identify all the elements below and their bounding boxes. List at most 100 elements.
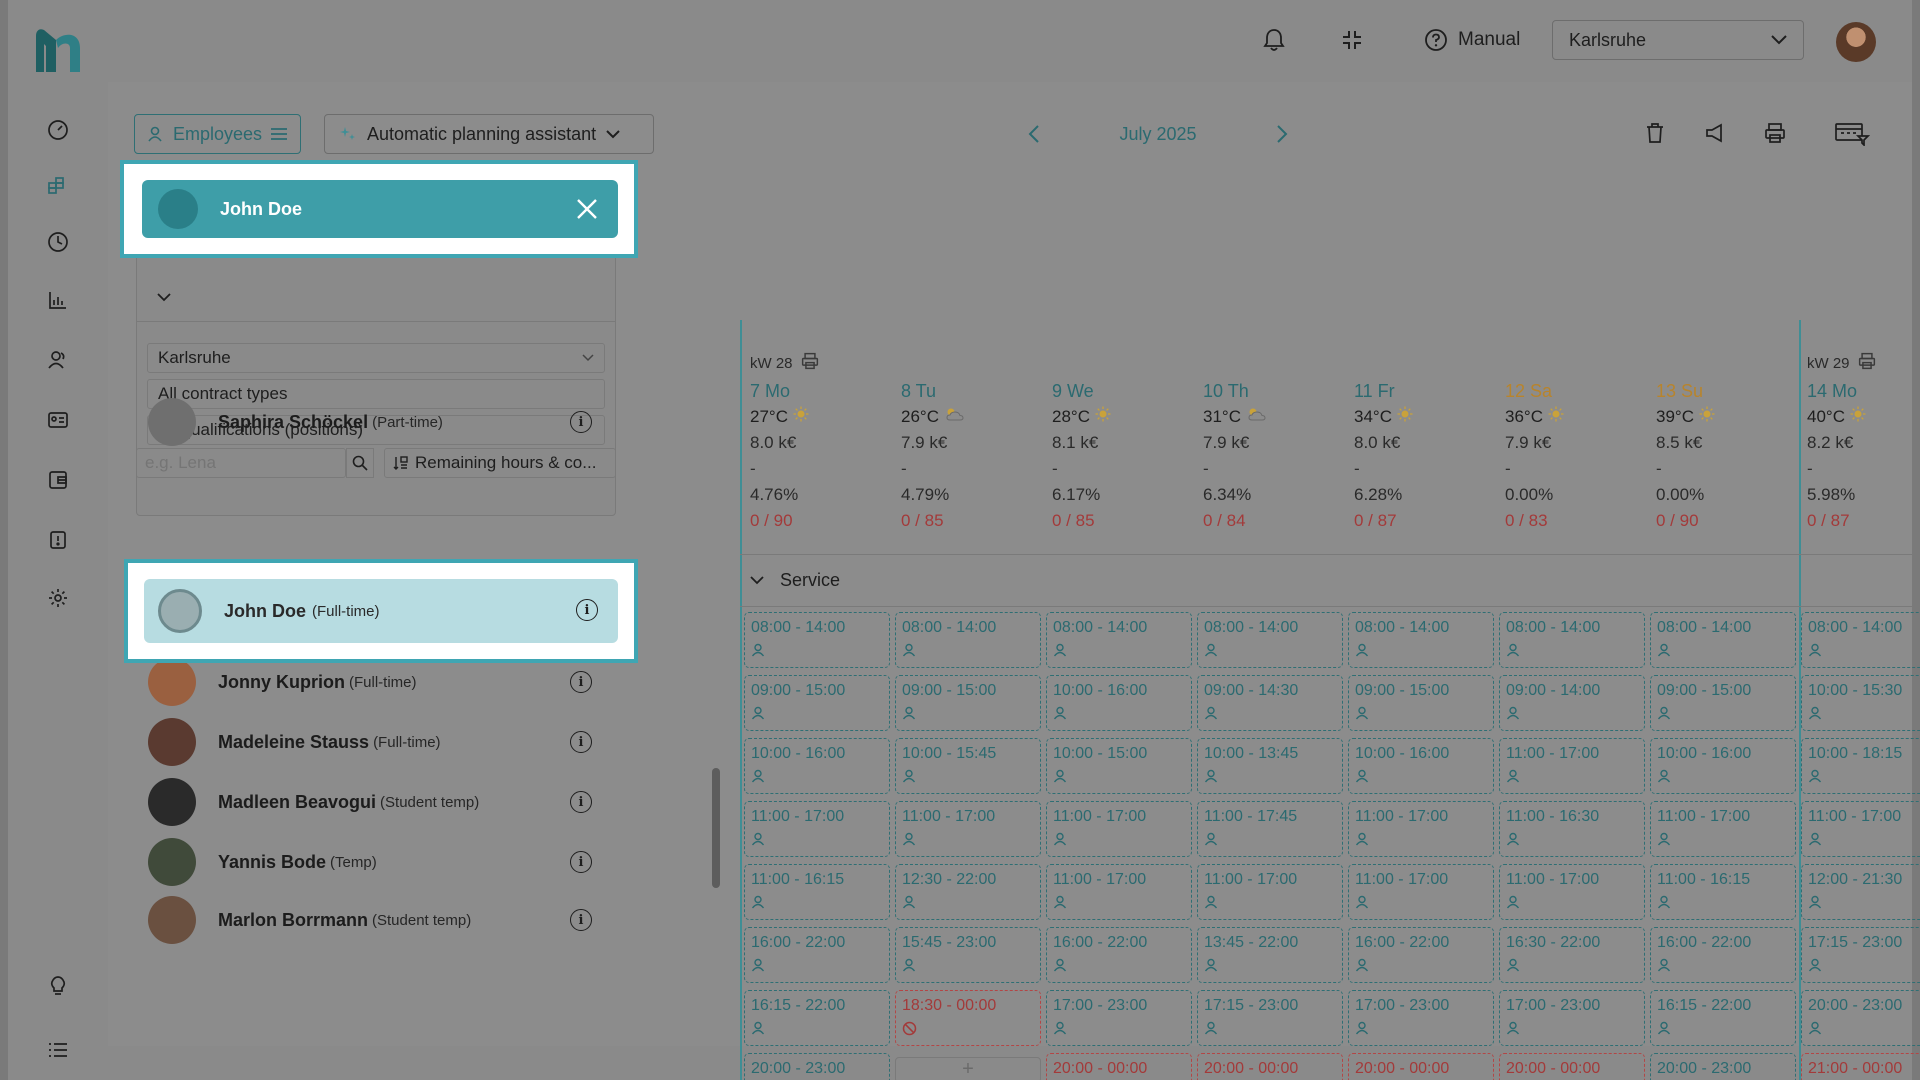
shift-slot[interactable]: 11:00 - 17:45 [1197, 801, 1343, 857]
day-name[interactable]: 12 Sa [1505, 378, 1655, 404]
shift-slot[interactable]: 10:00 - 15:00 [1046, 738, 1192, 794]
info-icon[interactable]: i [570, 731, 592, 753]
qualification-filter[interactable]: All qualifications (positions) [147, 415, 605, 445]
blocked-shift-slot[interactable]: 20:00 - 00:00 [1499, 1053, 1645, 1080]
search-icon[interactable] [346, 448, 374, 478]
shift-slot[interactable]: 16:15 - 22:00 [1650, 990, 1796, 1046]
shift-slot[interactable]: 09:00 - 14:00 [1499, 675, 1645, 731]
employee-row[interactable]: Jonny Kuprion (Full-time) i [148, 652, 618, 712]
employee-row-john-doe[interactable]: John Doe (Full-time) i [144, 579, 618, 643]
menu-list-icon[interactable] [46, 1038, 70, 1062]
employee-list-scrollbar[interactable] [712, 768, 720, 888]
shift-slot[interactable]: 16:15 - 22:00 [744, 990, 890, 1046]
location-select[interactable]: Karlsruhe [1552, 20, 1804, 60]
shift-slot[interactable]: 11:00 - 16:30 [1499, 801, 1645, 857]
shift-slot[interactable]: 16:00 - 22:00 [1046, 927, 1192, 983]
alert-clipboard-icon[interactable] [46, 528, 70, 552]
print-icon[interactable] [1858, 352, 1876, 374]
shift-slot[interactable]: 17:15 - 23:00 [1801, 927, 1920, 983]
selected-employee-chip[interactable]: John Doe [142, 180, 618, 238]
shift-slot[interactable]: 10:00 - 13:45 [1197, 738, 1343, 794]
print-icon[interactable] [801, 352, 819, 374]
location-filter[interactable]: Karlsruhe [147, 343, 605, 373]
shift-slot[interactable]: 11:00 - 17:00 [1046, 864, 1192, 920]
shift-slot[interactable]: 16:00 - 22:00 [744, 927, 890, 983]
sort-dropdown[interactable]: Remaining hours & co... [384, 448, 616, 478]
employee-row[interactable]: Marlon Borrmann (Student temp) i [148, 890, 618, 950]
blocked-shift-slot[interactable]: 20:00 - 00:00 [1046, 1053, 1192, 1080]
employee-row[interactable]: Saphira Schöckel (Part-time) i [148, 392, 618, 452]
close-icon[interactable] [576, 198, 598, 220]
blocked-shift-slot[interactable]: 18:30 - 00:00 [895, 990, 1041, 1046]
shift-slot[interactable]: 11:00 - 16:15 [1650, 864, 1796, 920]
wallet-icon[interactable] [46, 468, 70, 492]
reports-chart-icon[interactable] [46, 288, 70, 312]
shift-slot[interactable]: 11:00 - 17:00 [1046, 801, 1192, 857]
shift-slot[interactable]: 09:00 - 15:00 [895, 675, 1041, 731]
shift-slot[interactable]: 08:00 - 14:00 [1046, 612, 1192, 668]
info-icon[interactable]: i [576, 599, 598, 621]
employee-row[interactable]: Madeleine Stauss (Full-time) i [148, 712, 618, 772]
shift-slot[interactable]: 20:00 - 23:00 [1801, 990, 1920, 1046]
megaphone-icon[interactable] [1702, 120, 1728, 146]
shift-slot[interactable]: 11:00 - 17:00 [1348, 864, 1494, 920]
shift-slot[interactable]: 11:00 - 17:00 [1801, 801, 1920, 857]
manual-link[interactable]: Manual [1424, 24, 1520, 56]
shift-slot[interactable]: 20:00 - 23:00 [1650, 1053, 1796, 1080]
shift-slot[interactable]: 09:00 - 14:30 [1197, 675, 1343, 731]
shift-slot[interactable]: 16:00 - 22:00 [1348, 927, 1494, 983]
employees-toggle-button[interactable]: Employees [134, 114, 302, 154]
section-header-service[interactable]: Service [750, 570, 840, 591]
shift-slot[interactable]: 08:00 - 14:00 [1348, 612, 1494, 668]
shift-slot[interactable]: 11:00 - 17:00 [1348, 801, 1494, 857]
contract-type-filter[interactable]: All contract types [147, 379, 605, 409]
day-name[interactable]: 14 Mo [1807, 378, 1920, 404]
shift-slot[interactable]: 17:15 - 23:00 [1197, 990, 1343, 1046]
add-shift-button[interactable]: + [895, 1057, 1041, 1080]
shift-slot[interactable]: 09:00 - 15:00 [1650, 675, 1796, 731]
shift-slot[interactable]: 15:45 - 23:00 [895, 927, 1041, 983]
shift-slot[interactable]: 11:00 - 17:00 [895, 801, 1041, 857]
id-card-icon[interactable] [46, 408, 70, 432]
day-name[interactable]: 13 Su [1656, 378, 1806, 404]
shift-slot[interactable]: 11:00 - 17:00 [744, 801, 890, 857]
app-logo[interactable] [30, 22, 86, 78]
shift-slot[interactable]: 08:00 - 14:00 [1197, 612, 1343, 668]
shift-slot[interactable]: 08:00 - 14:00 [1801, 612, 1920, 668]
day-name[interactable]: 8 Tu [901, 378, 1051, 404]
chevron-left-icon[interactable] [1028, 125, 1040, 143]
shift-slot[interactable]: 10:00 - 16:00 [1650, 738, 1796, 794]
notification-bell-icon[interactable] [1260, 26, 1288, 54]
blocked-shift-slot[interactable]: 21:00 - 00:00 [1801, 1053, 1920, 1080]
shift-slot[interactable]: 11:00 - 17:00 [1650, 801, 1796, 857]
shift-slot[interactable]: 09:00 - 15:00 [1348, 675, 1494, 731]
day-name[interactable]: 10 Th [1203, 378, 1353, 404]
calendar-filter-icon[interactable] [1834, 120, 1870, 146]
blocked-shift-slot[interactable]: 20:00 - 00:00 [1197, 1053, 1343, 1080]
info-icon[interactable]: i [570, 791, 592, 813]
day-name[interactable]: 11 Fr [1354, 378, 1504, 404]
fullscreen-icon[interactable] [1338, 26, 1366, 54]
shift-slot[interactable]: 17:00 - 23:00 [1046, 990, 1192, 1046]
clock-icon[interactable] [46, 230, 70, 254]
shift-slot[interactable]: 08:00 - 14:00 [1650, 612, 1796, 668]
planning-assistant-dropdown[interactable]: Automatic planning assistant [324, 114, 654, 154]
shift-slot[interactable]: 10:00 - 16:00 [744, 738, 890, 794]
shift-slot[interactable]: 16:30 - 22:00 [1499, 927, 1645, 983]
employee-row[interactable]: Yannis Bode (Temp) i [148, 832, 618, 892]
info-icon[interactable]: i [570, 671, 592, 693]
day-name[interactable]: 7 Mo [750, 378, 900, 404]
shift-slot[interactable]: 13:45 - 22:00 [1197, 927, 1343, 983]
shift-slot[interactable]: 16:00 - 22:00 [1650, 927, 1796, 983]
shift-slot[interactable]: 10:00 - 16:00 [1046, 675, 1192, 731]
shift-slot[interactable]: 08:00 - 14:00 [1499, 612, 1645, 668]
shift-slot[interactable]: 17:00 - 23:00 [1499, 990, 1645, 1046]
current-month[interactable]: July 2025 [1119, 123, 1197, 144]
users-icon[interactable] [46, 348, 70, 372]
shift-slot[interactable]: 17:00 - 23:00 [1348, 990, 1494, 1046]
chevron-down-icon[interactable] [157, 293, 171, 302]
shift-slot[interactable]: 12:00 - 21:30 [1801, 864, 1920, 920]
chevron-right-icon[interactable] [1276, 125, 1288, 143]
info-icon[interactable]: i [570, 411, 592, 433]
shift-slot[interactable]: 11:00 - 16:15 [744, 864, 890, 920]
